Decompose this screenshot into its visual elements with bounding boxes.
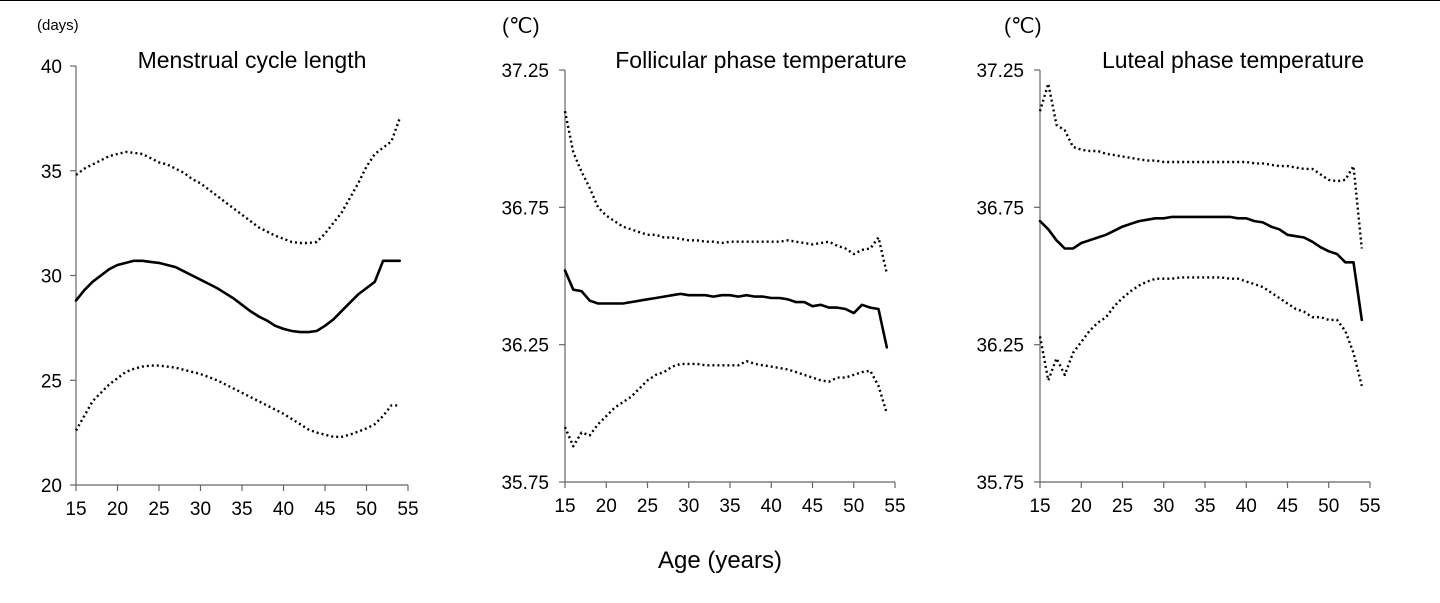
x-tick-label: 40: [273, 499, 294, 520]
chart-panel-cycle-length: (days) Menstrual cycle length 20 25 30 35 40…: [37, 17, 419, 520]
chart-title: Menstrual cycle length: [138, 47, 367, 73]
y-unit-label: (days): [37, 17, 79, 34]
y-tick-label: 20: [41, 476, 62, 497]
y-tick-label: 36.25: [976, 336, 1024, 357]
x-tick-label: 50: [843, 496, 864, 517]
series-line-lower: [1038, 276, 1363, 387]
y-tick-label: 36.75: [976, 198, 1024, 219]
x-tick-label: 25: [1112, 496, 1133, 517]
y-unit-label: (℃): [502, 15, 540, 38]
y-tick-label: 37.25: [976, 61, 1024, 82]
x-tick-label: 20: [1071, 496, 1092, 517]
x-tick-label: 40: [761, 496, 782, 517]
x-tick-label: 20: [107, 499, 128, 520]
series-line-median: [1038, 215, 1364, 322]
series-line-upper: [75, 117, 401, 245]
series-line-median: [563, 269, 889, 349]
y-tick-label: 25: [41, 371, 62, 392]
x-tick-label: 30: [190, 499, 211, 520]
x-tick-label: 30: [1153, 496, 1174, 517]
y-tick-label: 30: [41, 267, 62, 288]
y-tick-label: 36.25: [501, 336, 549, 357]
y-tick-label: 35.75: [976, 473, 1024, 494]
x-tick-label: 55: [884, 496, 905, 517]
series-line-upper: [1038, 82, 1363, 249]
chart-title: Luteal phase temperature: [1102, 47, 1364, 73]
x-tick-label: 50: [356, 499, 377, 520]
series-line-lower: [563, 359, 888, 448]
x-tick-label: 15: [1029, 496, 1050, 517]
x-tick-label: 35: [1194, 496, 1215, 517]
x-tick-label: 20: [596, 496, 617, 517]
y-tick-label: 37.25: [501, 61, 549, 82]
chart-panel-follicular-temperature: (℃) Follicular phase temperature 35.75 36…: [501, 15, 906, 517]
y-tick-label: 35: [41, 162, 62, 183]
series-line-median: [74, 259, 402, 334]
x-tick-label: 40: [1236, 496, 1257, 517]
x-tick-label: 55: [397, 499, 418, 520]
series-line-upper: [563, 110, 888, 274]
x-tick-label: 55: [1359, 496, 1380, 517]
x-tick-label: 15: [554, 496, 575, 517]
x-tick-label: 30: [678, 496, 699, 517]
x-tick-label: 15: [65, 499, 86, 520]
x-tick-label: 45: [314, 499, 335, 520]
series-line-lower: [74, 364, 400, 438]
chart-panel-luteal-temperature: (℃) Luteal phase temperature 35.75 36.25 3…: [976, 15, 1380, 517]
y-tick-label: 40: [41, 57, 62, 78]
x-axis-title: Age (years): [658, 547, 782, 574]
x-tick-label: 35: [719, 496, 740, 517]
y-tick-label: 35.75: [501, 473, 549, 494]
x-tick-label: 25: [148, 499, 169, 520]
x-tick-label: 25: [637, 496, 658, 517]
x-tick-label: 50: [1318, 496, 1339, 517]
x-tick-label: 45: [1277, 496, 1298, 517]
x-tick-label: 35: [231, 499, 252, 520]
chart-title: Follicular phase temperature: [615, 47, 906, 73]
x-tick-label: 45: [802, 496, 823, 517]
y-tick-label: 36.75: [501, 198, 549, 219]
y-unit-label: (℃): [1004, 15, 1042, 38]
